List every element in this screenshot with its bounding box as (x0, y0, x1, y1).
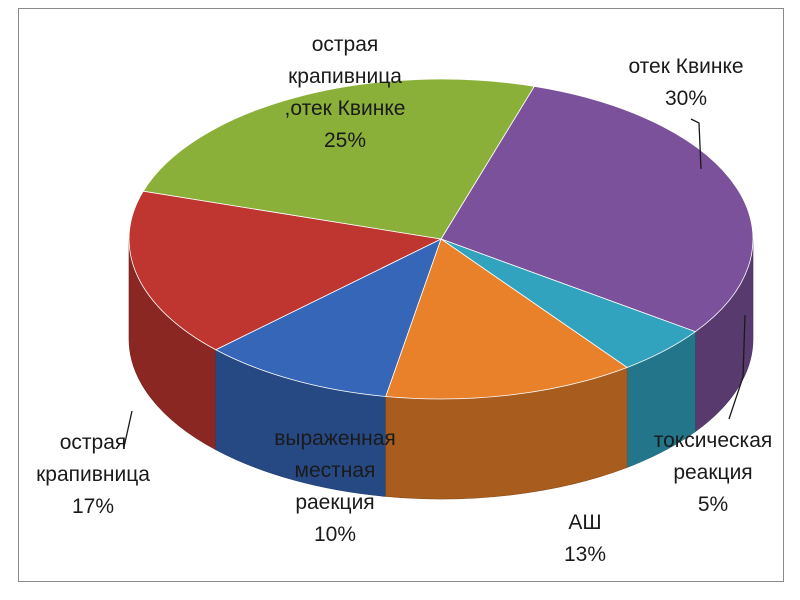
pie-slice-выраженная-местная-раекция (214, 238, 442, 397)
data-label-line: крапивница (36, 463, 150, 486)
leader-line (690, 118, 702, 170)
chart-frame: отек Квинке 30% токсическая реакция 5% АШ 13% в… (18, 8, 784, 582)
pie-sides (128, 238, 754, 500)
data-label-line: токсическая (654, 429, 773, 452)
data-label-line: отек Квинке (628, 55, 743, 78)
data-label-line: раекция (295, 491, 374, 514)
data-label-percent: 13% (564, 543, 606, 566)
data-label-line: острая (312, 33, 379, 56)
data-label-percent: 5% (698, 493, 728, 516)
data-labels: отек Квинке 30% токсическая реакция 5% АШ 13% в… (36, 33, 772, 566)
data-label-percent: 30% (665, 87, 707, 110)
pie-slice-острая-крапивница (128, 190, 443, 351)
data-label-percent: 25% (324, 129, 366, 152)
label-leaders (123, 118, 746, 448)
pie-slice-аш (385, 238, 628, 400)
data-label-line: АШ (568, 511, 601, 534)
pie-slices (128, 78, 754, 400)
pie-chart: отек Квинке 30% токсическая реакция 5% АШ 13% в… (36, 33, 772, 566)
data-label: выраженная местная раекция 10% (274, 427, 396, 546)
data-label-percent: 10% (314, 523, 356, 546)
pie-slice-отек-квинке (440, 85, 754, 333)
data-label: острая крапивница ,отек Квинке 25% (285, 33, 406, 152)
data-label-line: острая (60, 431, 127, 454)
data-label-line: реакция (673, 461, 752, 484)
data-label: острая крапивница 17% (36, 431, 150, 518)
pie-slice-острая-крапивница-отек-квинке (142, 78, 535, 240)
data-label: токсическая реакция 5% (654, 429, 773, 516)
data-label-line: ,отек Квинке (285, 97, 406, 120)
data-label: АШ 13% (564, 511, 606, 566)
data-label-percent: 17% (72, 495, 114, 518)
leader-line (123, 410, 133, 448)
data-label-line: крапивница (288, 65, 402, 88)
data-label-line: выраженная (274, 427, 396, 450)
data-label-line: местная (295, 459, 376, 482)
leader-line (728, 314, 746, 420)
data-label: отек Квинке 30% (628, 55, 743, 110)
